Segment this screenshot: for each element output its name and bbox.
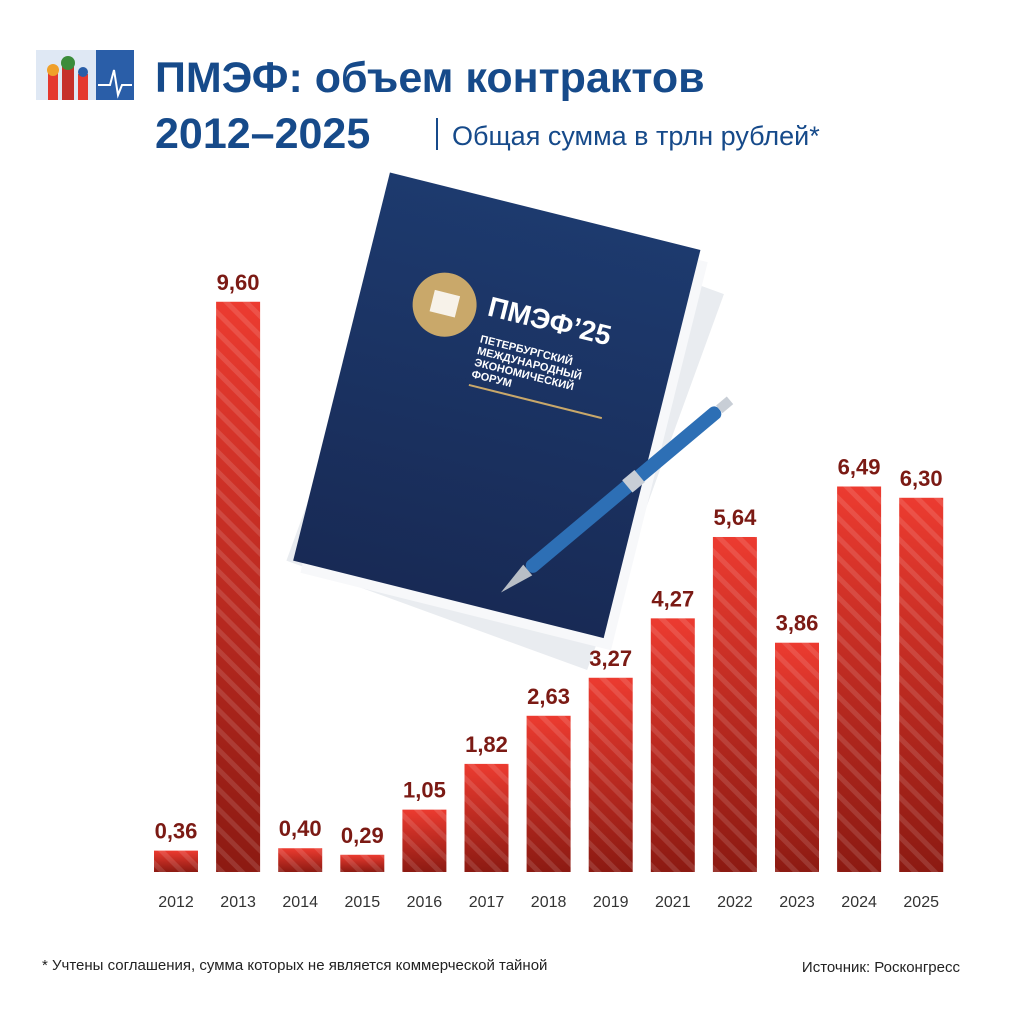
source: Источник: Росконгресс	[802, 959, 961, 976]
x-tick-label: 2024	[841, 894, 877, 911]
bar-texture	[216, 301, 261, 872]
value-label: 0,29	[341, 823, 384, 848]
illustration: ПМЭФ’25 ПЕТЕРБУРГСКИЙМЕЖДУНАРОДНЫЙЭКОНОМ…	[286, 172, 724, 671]
title: ПМЭФ: объем контрактов	[155, 54, 705, 102]
value-label: 2,63	[527, 684, 570, 709]
bar-texture	[154, 850, 198, 872]
bar-texture	[278, 848, 323, 872]
logo	[36, 50, 134, 100]
footnote: * Учтены соглашения, сумма которых не яв…	[42, 957, 547, 974]
value-label: 4,27	[651, 586, 694, 611]
x-tick-label: 2019	[593, 894, 629, 911]
bar-texture	[775, 642, 819, 872]
x-tick-label: 2012	[158, 894, 194, 911]
value-label: 0,40	[279, 816, 322, 841]
value-label: 0,36	[155, 819, 198, 844]
x-tick-label: 2022	[717, 894, 753, 911]
value-label: 6,49	[838, 454, 881, 479]
title-years: 2012–2025	[155, 110, 370, 158]
value-label: 5,64	[713, 505, 757, 530]
x-tick-label: 2017	[469, 894, 505, 911]
x-tick-label: 2021	[655, 894, 691, 911]
value-label: 3,86	[776, 611, 819, 636]
x-tick-label: 2013	[220, 894, 256, 911]
bar-texture	[712, 536, 757, 872]
bar-texture	[837, 486, 882, 872]
subtitle: Общая сумма в трлн рублей*	[452, 121, 820, 151]
pen	[500, 396, 734, 593]
value-label: 6,30	[900, 466, 943, 491]
x-tick-label: 2018	[531, 894, 567, 911]
value-label: 1,05	[403, 778, 446, 803]
value-label: 9,60	[217, 270, 260, 295]
value-label: 3,27	[589, 646, 632, 671]
x-tick-label: 2015	[345, 894, 381, 911]
value-label: 1,82	[465, 732, 508, 757]
x-tick-label: 2023	[779, 894, 815, 911]
bar-texture	[526, 715, 571, 872]
bar-texture	[899, 497, 944, 872]
bar-texture	[464, 763, 509, 872]
x-tick-label: 2016	[407, 894, 443, 911]
x-tick-label: 2014	[282, 894, 318, 911]
bar-texture	[402, 809, 447, 872]
bar-texture	[650, 618, 695, 872]
bar-texture	[588, 677, 633, 872]
bar-texture	[340, 854, 385, 872]
x-tick-label: 2025	[903, 894, 939, 911]
